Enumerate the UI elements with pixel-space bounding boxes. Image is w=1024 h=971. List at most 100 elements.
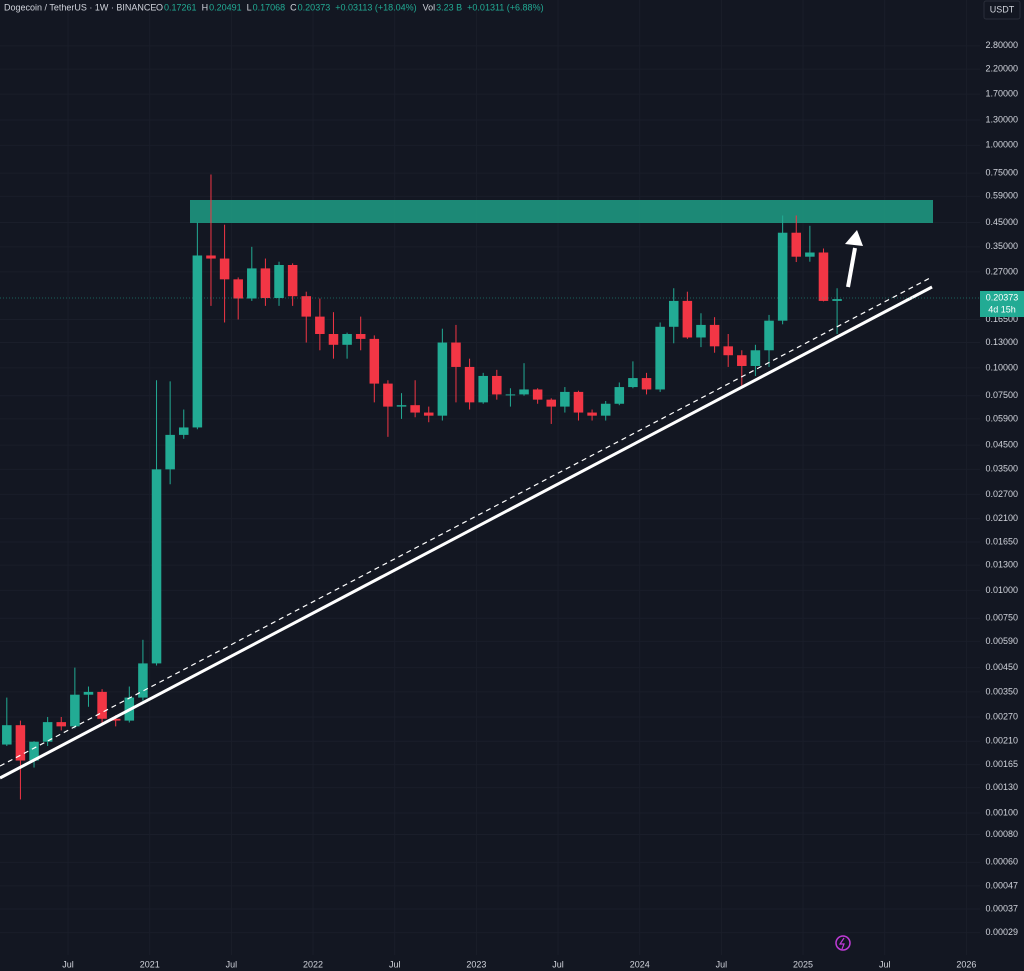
candle-body: [29, 741, 39, 761]
x-tick-label: 2025: [793, 959, 813, 969]
candle-body: [2, 725, 12, 745]
candle-body: [451, 342, 461, 367]
candle-body: [178, 427, 189, 435]
candle-body: [641, 378, 652, 390]
arrow-shaft: [846, 247, 857, 288]
icon[interactable]: [835, 935, 851, 951]
y-tick-label: 0.01650: [985, 536, 1018, 546]
candle-body: [70, 694, 80, 727]
candle-body: [247, 268, 257, 299]
candle-body: [56, 722, 67, 727]
y-tick-label: 0.04500: [985, 439, 1018, 449]
candle-body: [696, 324, 706, 338]
x-tick-label: 2021: [140, 959, 160, 969]
candle-body: [206, 255, 216, 259]
y-tick-label: 0.00037: [985, 903, 1018, 913]
y-tick-label: 0.00060: [985, 857, 1018, 867]
legend-text: 0.17261: [164, 2, 197, 12]
y-tick-label: 1.70000: [985, 88, 1018, 98]
candle-body: [791, 232, 802, 257]
candle-body: [355, 334, 366, 339]
legend-text: 0.20491: [209, 2, 242, 12]
candle-body: [328, 334, 339, 345]
candle-body: [437, 342, 448, 416]
y-tick-label: 2.20000: [985, 64, 1018, 74]
currency[interactable]: USDT: [990, 4, 1015, 14]
candle-body: [573, 391, 584, 413]
candle-body: [709, 324, 720, 347]
candle-body: [383, 383, 393, 407]
candle-body: [682, 300, 693, 338]
candle-body: [396, 405, 407, 407]
candle-body: [737, 355, 747, 366]
legend-text: 0.20373: [298, 2, 331, 12]
candle-body: [233, 279, 243, 299]
x-tick-label: 2026: [956, 959, 976, 969]
y-tick-label: 0.05900: [985, 413, 1018, 423]
x-tick-label: Jul: [62, 959, 74, 969]
legend-text: C: [290, 2, 297, 12]
candle-body: [655, 326, 665, 390]
y-tick-label: 0.00350: [985, 686, 1018, 696]
ohlc-legend: O 0.17261 H 0.20491 L 0.17068 C 0.20373 +0.03113…: [156, 2, 544, 12]
x-tick-label: Jul: [879, 959, 891, 969]
y-tick-label: 0.10000: [985, 362, 1018, 372]
y-tick-label: 0.59000: [985, 191, 1018, 201]
candle-body: [287, 264, 298, 297]
y-tick-label: 1.30000: [985, 114, 1018, 124]
candle-body: [818, 252, 829, 301]
x-tick-label: Jul: [716, 959, 728, 969]
y-tick-label: 0.00130: [985, 782, 1018, 792]
candle-body: [83, 691, 94, 695]
resistance-zone: [190, 200, 933, 223]
candle-body: [260, 268, 271, 299]
candle-body: [464, 366, 475, 403]
candle-body: [546, 399, 557, 407]
legend-text: +0.03113 (+18.04%): [335, 2, 416, 12]
x-tick-label: 2023: [466, 959, 486, 969]
candle-body: [614, 387, 625, 404]
candle-body: [832, 299, 842, 301]
candle-body: [805, 252, 815, 257]
y-tick-label: 0.75000: [985, 168, 1018, 178]
legend-text: 3.23 B: [436, 2, 462, 12]
y-tick-label: 0.00100: [985, 807, 1018, 817]
y-tick-label: 0.45000: [985, 217, 1018, 227]
x-tick-label: Jul: [226, 959, 238, 969]
currency-box[interactable]: [983, 0, 1021, 20]
trend-line-dashed: [0, 277, 931, 767]
legend-text: 0.17068: [253, 2, 286, 12]
candle-body: [668, 300, 679, 327]
y-tick-label: 0.35000: [985, 241, 1018, 251]
candle-body: [723, 346, 733, 356]
y-tick-label: 2.80000: [985, 40, 1018, 50]
price-tag: [980, 291, 1024, 317]
axes: 2.80000 2.20000 1.70000 1.30000 1.00000 0.750…: [62, 40, 1018, 969]
candle-body: [505, 394, 516, 396]
x-tick-label: 2022: [303, 959, 323, 969]
x-tick-label: Jul: [552, 959, 564, 969]
y-tick-label: 0.00750: [985, 613, 1018, 623]
y-tick-label: 0.07500: [985, 390, 1018, 400]
candle-body: [192, 255, 203, 428]
symbol: Dogecoin / TetherUS · 1W · BINANCE: [4, 2, 156, 12]
candle-body: [219, 258, 230, 280]
candle-body: [42, 722, 53, 742]
candle-body: [519, 389, 529, 395]
candle-body: [410, 405, 420, 413]
y-tick-label: 0.27000: [985, 266, 1018, 276]
y-tick-label: 0.00080: [985, 829, 1018, 839]
legend-text: L: [247, 2, 252, 12]
y-tick-label: 0.00210: [985, 736, 1018, 746]
candle-body: [628, 378, 638, 388]
y-tick-label: 0.00029: [985, 927, 1018, 937]
y-tick-label: 0.00270: [985, 711, 1018, 721]
icon-bolt: [838, 937, 845, 950]
y-tick-label: 0.02100: [985, 513, 1018, 523]
y-tick-label: 0.01000: [985, 585, 1018, 595]
y-tick-label: 0.02700: [985, 489, 1018, 499]
price-tag-value: 0.20373: [986, 292, 1019, 302]
candle-body: [151, 469, 162, 664]
y-tick-label: 0.03500: [985, 464, 1018, 474]
